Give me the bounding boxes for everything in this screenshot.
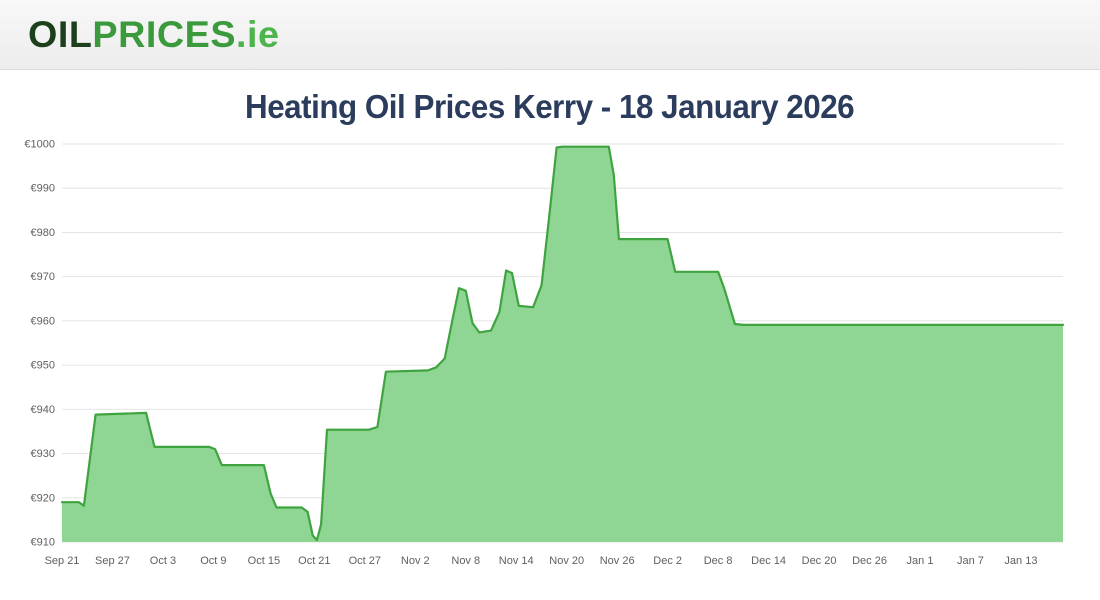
price-line: [60, 145, 1065, 542]
price-chart-svg: €910 €920 €930 €940 €950 €960 €970 €980 €990 €100…: [24, 139, 1065, 567]
logo-text-oil: OIL: [28, 13, 93, 55]
x-tick-label: Oct 3: [150, 555, 176, 567]
y-tick-label: €960: [31, 315, 55, 327]
x-tick-label: Oct 15: [248, 555, 280, 567]
x-tick-label: Oct 27: [349, 555, 381, 567]
x-tick-label: Nov 2: [401, 555, 430, 567]
x-tick-label: Jan 7: [957, 555, 984, 567]
y-tick-label: €930: [31, 448, 55, 460]
x-tick-label: Sep 27: [95, 555, 130, 567]
x-tick-label: Dec 20: [802, 555, 837, 567]
y-tick-label: €990: [31, 183, 55, 195]
logo-text-ie: .ie: [236, 13, 280, 55]
x-tick-label: Dec 8: [704, 555, 733, 567]
y-tick-label: €980: [31, 227, 55, 239]
x-tick-label: Nov 8: [451, 555, 480, 567]
x-tick-label: Oct 21: [298, 555, 330, 567]
x-tick-label: Jan 13: [1004, 555, 1037, 567]
y-tick-label: €1000: [24, 139, 55, 151]
x-tick-label: Nov 20: [549, 555, 584, 567]
x-tick-label: Nov 14: [499, 555, 534, 567]
x-tick-label: Sep 21: [45, 555, 80, 567]
logo-text-prices: PRICES: [92, 13, 237, 55]
y-tick-label: €910: [31, 537, 55, 549]
site-logo[interactable]: OILPRICES.ie: [28, 14, 280, 56]
page-title: Heating Oil Prices Kerry - 18 January 20…: [245, 88, 855, 125]
x-tick-label: Jan 1: [907, 555, 934, 567]
x-tick-label: Dec 26: [852, 555, 887, 567]
site-header: OILPRICES.ie: [0, 0, 1100, 70]
price-area: [62, 146, 1063, 542]
x-tick-label: Dec 14: [751, 555, 786, 567]
page-title-wrap: Heating Oil Prices Kerry - 18 January 20…: [0, 88, 1100, 126]
x-tick-label: Oct 9: [200, 555, 226, 567]
x-tick-label: Nov 26: [600, 555, 635, 567]
y-tick-label: €950: [31, 360, 55, 372]
price-chart: €910 €920 €930 €940 €950 €960 €970 €980 €990 €100…: [0, 132, 1100, 582]
x-tick-label: Dec 2: [653, 555, 682, 567]
y-tick-label: €920: [31, 492, 55, 504]
y-tick-label: €940: [31, 404, 55, 416]
y-tick-label: €970: [31, 271, 55, 283]
